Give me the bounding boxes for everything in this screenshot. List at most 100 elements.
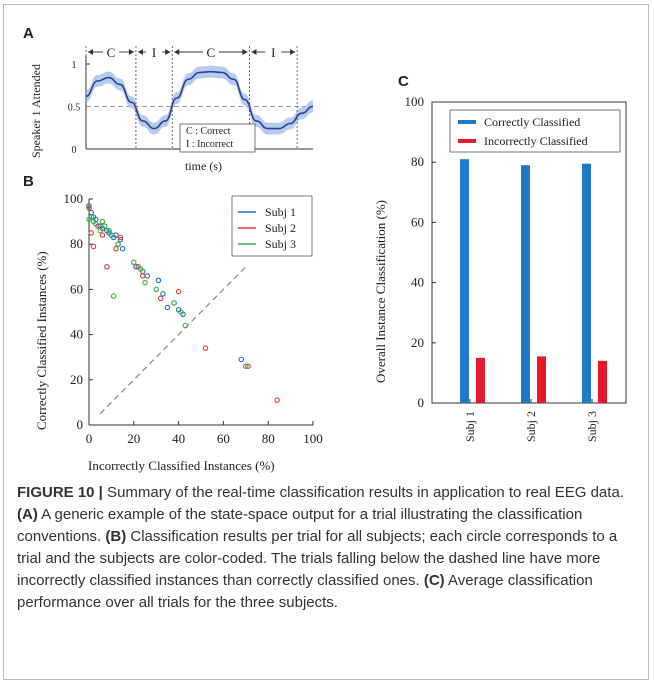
- panel-b-diagonal-reference: [99, 266, 247, 415]
- panel-c-ytick-label: 0: [418, 395, 425, 410]
- caption-c-text: Average classification performance over …: [17, 572, 593, 611]
- bar-incorrect-subj1: [476, 357, 485, 403]
- scatter-point-subj2: [140, 273, 146, 279]
- scatter-point-subj3: [131, 259, 137, 266]
- panel-a-arrowhead: [137, 49, 143, 55]
- scatter-point-subj1: [117, 236, 124, 243]
- panel-b-ytick-label: 80: [70, 236, 83, 251]
- scatter-point-subj1: [238, 356, 245, 363]
- scatter-point-subj1: [133, 264, 139, 270]
- panel-b-xtick-label: 60: [217, 431, 230, 446]
- caption-c-label: (C): [423, 572, 445, 589]
- scatter-point-subj2: [117, 234, 124, 241]
- scatter-point-subj3: [153, 286, 159, 293]
- panel-c-ylabel: Overall Instance Classification (%): [373, 200, 388, 383]
- legend-label-incorrect: Incorrectly Classified: [484, 134, 588, 148]
- panel-b-legend-box: [231, 195, 313, 257]
- scatter-point-subj3: [182, 322, 189, 329]
- panel-c-ytick-label: 60: [411, 214, 424, 229]
- scatter-point-subj1: [86, 203, 92, 209]
- panel-a-arrowhead: [165, 49, 171, 55]
- panel-b-xlabel: Incorrectly Classified Instances (%): [88, 458, 275, 473]
- scatter-point-subj3: [99, 218, 106, 225]
- panel-a-segment-label: I: [271, 45, 275, 60]
- panel-a-letter: A: [23, 25, 34, 42]
- panel-b-ytick-label: 40: [70, 327, 83, 342]
- panel-a-ytick-label: 1: [72, 60, 77, 71]
- panel-c-legend-box: [449, 109, 621, 153]
- bar-correct-subj3: [582, 163, 591, 403]
- panel-b-ytick-label: 0: [77, 417, 84, 432]
- panel-a-ytick-label: 0: [72, 145, 77, 156]
- scatter-point-subj2: [202, 345, 209, 351]
- panel-b-ylabel: Correctly Classified Instances (%): [34, 251, 49, 430]
- panel-a-arrowhead: [128, 49, 134, 55]
- bar-incorrect-subj2: [537, 356, 546, 403]
- caption-a-text: A generic example of the state-space out…: [17, 506, 583, 545]
- panel-a-ytick-label: 0.5: [68, 103, 81, 114]
- scatter-point-subj3: [115, 241, 121, 247]
- panel-b-axes: [88, 199, 313, 426]
- panel-a-arrowhead: [242, 49, 248, 55]
- panel-c-ytick-label: 20: [411, 335, 424, 350]
- panel-a-arrowhead: [174, 49, 180, 55]
- scatter-point-subj2: [104, 264, 110, 270]
- caption-b-label: (B): [105, 528, 127, 545]
- scatter-point-subj1: [119, 245, 126, 252]
- panel-b-xtick-label: 80: [262, 431, 275, 446]
- caption-b-text: Classification results per trial for all…: [17, 528, 618, 589]
- scatter-point-subj1: [164, 304, 171, 311]
- scatter-point-subj1: [155, 277, 162, 284]
- scatter-point-subj3: [88, 214, 94, 220]
- scatter-point-subj1: [144, 273, 150, 279]
- figure-caption: FIGURE 10 | Summary of the real-time cla…: [17, 482, 639, 614]
- panel-c-ytick-label: 40: [411, 275, 424, 290]
- panel-b: B Correctly Classified Instances (%) 00 2…: [23, 173, 323, 473]
- panel-a-legend-box: [179, 123, 256, 153]
- scatter-point-subj3: [178, 309, 184, 315]
- scatter-point-subj3: [171, 300, 177, 306]
- panel-a-mean-curve: [85, 70, 314, 130]
- scatter-point-subj2: [99, 232, 106, 238]
- panel-a-ylabel: Speaker 1 Attended: [29, 64, 43, 158]
- caption-intro: Summary of the real-time classification …: [102, 484, 624, 501]
- panel-c-letter: C: [398, 73, 409, 90]
- scatter-point-subj2: [175, 288, 182, 295]
- panel-c-xtick-label: Subj 3: [585, 411, 599, 442]
- panel-b-ytick-label: 60: [70, 281, 83, 296]
- caption-figure-label: FIGURE 10 |: [17, 484, 103, 501]
- panel-c-ytick-label: 100: [405, 94, 425, 109]
- panel-a-confidence-band: [86, 65, 313, 135]
- panel-b-ytick-label: 20: [70, 372, 83, 387]
- scatter-point-subj3: [92, 221, 99, 227]
- panel-a-segment-label: C: [107, 45, 116, 60]
- legend-label-correct: Correctly Classified: [484, 115, 580, 129]
- scatter-point-subj2: [157, 295, 164, 302]
- panel-b-xtick-label: 0: [86, 431, 93, 446]
- panel-c-xtick-label: Subj 1: [463, 411, 477, 442]
- panel-b-xtick-label: 100: [303, 431, 323, 446]
- scatter-point-subj2: [88, 230, 94, 236]
- panel-c-legend: Correctly Classified Incorrectly Classif…: [449, 109, 621, 153]
- scatter-point-subj2: [90, 243, 97, 250]
- scatter-point-subj3: [108, 232, 115, 238]
- scatter-point-subj1: [88, 209, 94, 216]
- panel-a-segment-label: C: [207, 45, 216, 60]
- scatter-point-subj3: [101, 223, 108, 229]
- legend-label-subj1: Subj 1: [265, 205, 296, 219]
- scatter-point-subj2: [274, 397, 280, 403]
- panel-a-arrowhead: [251, 49, 257, 55]
- scatter-point-subj3: [142, 279, 148, 286]
- panel-a-arrowhead: [290, 49, 296, 55]
- panel-a-segment-label: I: [152, 45, 156, 60]
- panel-b-xtick-label: 40: [172, 431, 185, 446]
- panel-c-xtick-label: Subj 2: [524, 411, 538, 442]
- panel-b-legend: Subj 1 Subj 2 Subj 3: [231, 195, 313, 257]
- scatter-point-subj3: [97, 227, 103, 234]
- scatter-point-subj3: [243, 363, 249, 369]
- panel-a-arrowhead: [88, 49, 93, 55]
- panel-a-xlabel: time (s): [185, 159, 222, 173]
- scatter-point-subj3: [110, 293, 117, 299]
